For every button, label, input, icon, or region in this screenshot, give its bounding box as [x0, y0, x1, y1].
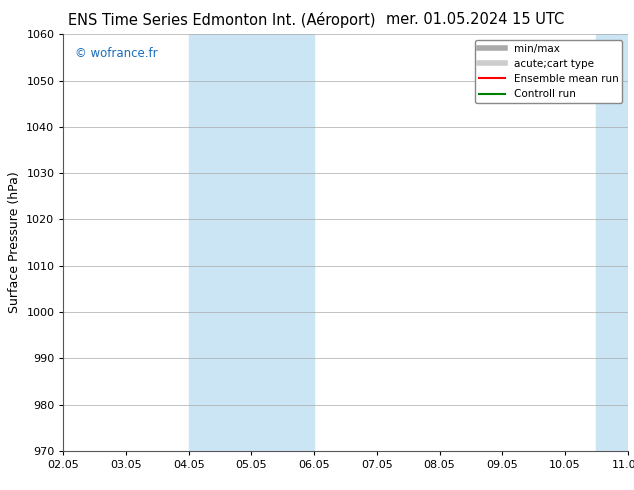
Text: mer. 01.05.2024 15 UTC: mer. 01.05.2024 15 UTC — [386, 12, 565, 27]
Bar — [252, 34, 314, 451]
Text: ENS Time Series Edmonton Int. (Aéroport): ENS Time Series Edmonton Int. (Aéroport) — [68, 12, 376, 28]
Text: © wofrance.fr: © wofrance.fr — [75, 47, 157, 60]
Y-axis label: Surface Pressure (hPa): Surface Pressure (hPa) — [8, 172, 21, 314]
Bar — [597, 34, 634, 451]
Legend: min/max, acute;cart type, Ensemble mean run, Controll run: min/max, acute;cart type, Ensemble mean … — [475, 40, 623, 103]
Bar — [189, 34, 252, 451]
